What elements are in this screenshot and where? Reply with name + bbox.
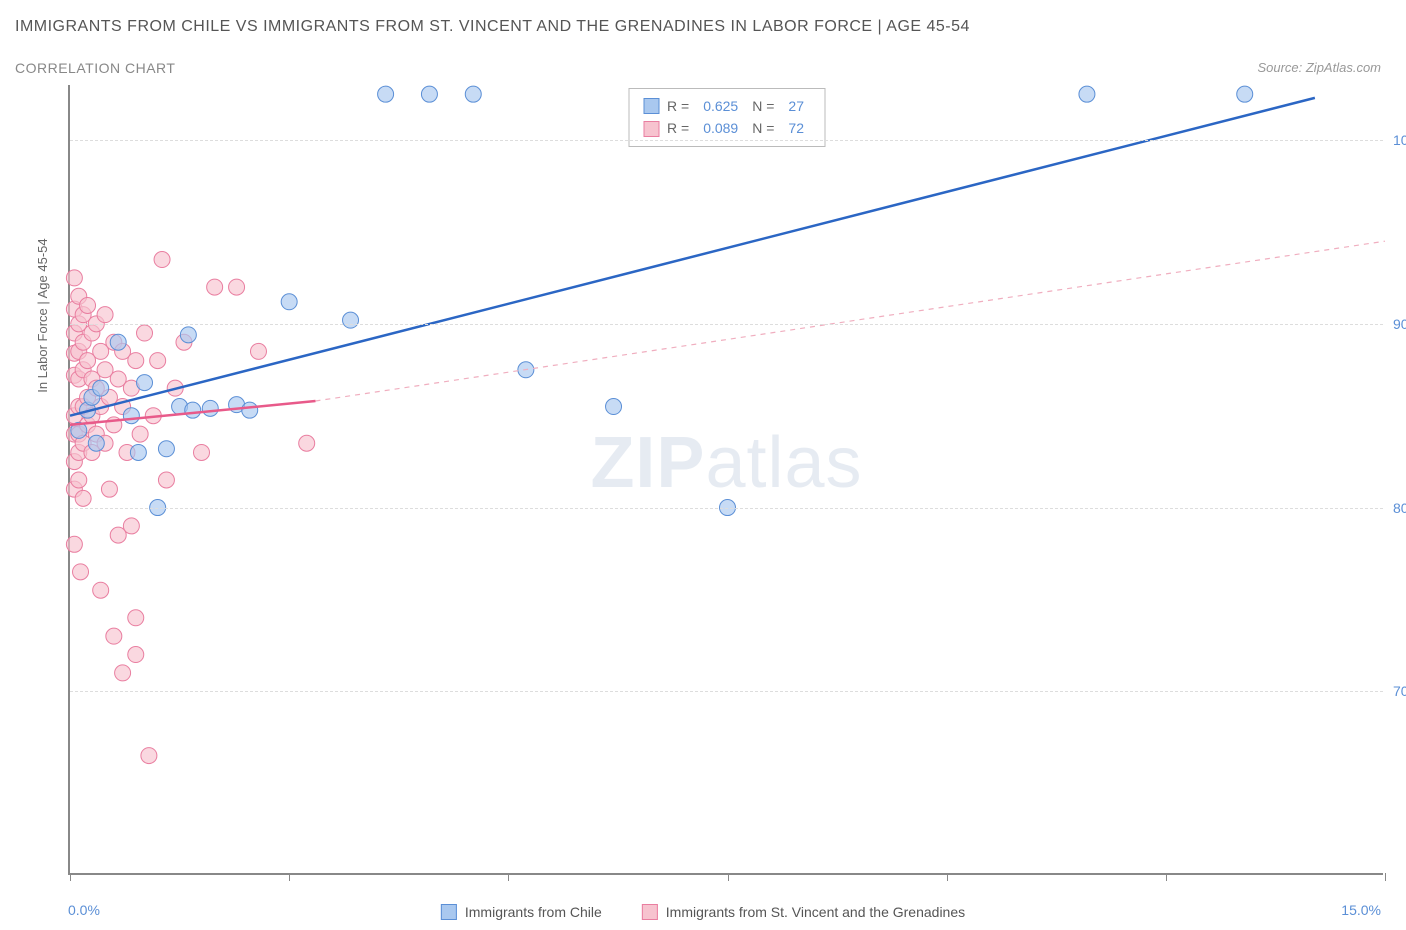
legend-row-svg: R = 0.089 N = 72 bbox=[643, 117, 810, 139]
data-point bbox=[73, 564, 89, 580]
n-value-svg: 72 bbox=[788, 117, 804, 139]
data-point bbox=[110, 334, 126, 350]
data-point bbox=[66, 270, 82, 286]
data-point bbox=[75, 490, 91, 506]
legend-label-svg: Immigrants from St. Vincent and the Gren… bbox=[666, 904, 965, 920]
data-point bbox=[128, 610, 144, 626]
legend-item-svg: Immigrants from St. Vincent and the Gren… bbox=[642, 904, 965, 920]
data-point bbox=[207, 279, 223, 295]
data-point bbox=[154, 252, 170, 268]
legend-label-chile: Immigrants from Chile bbox=[465, 904, 602, 920]
chart-subtitle: CORRELATION CHART bbox=[15, 60, 175, 76]
y-tick-label: 70.0% bbox=[1393, 683, 1406, 699]
data-point bbox=[137, 325, 153, 341]
data-point bbox=[281, 294, 297, 310]
data-point bbox=[80, 297, 96, 313]
legend-row-chile: R = 0.625 N = 27 bbox=[643, 95, 810, 117]
data-point bbox=[88, 435, 104, 451]
y-tick-label: 80.0% bbox=[1393, 500, 1406, 516]
n-label: N = bbox=[752, 95, 774, 117]
legend-item-chile: Immigrants from Chile bbox=[441, 904, 602, 920]
data-point bbox=[137, 375, 153, 391]
series-legend: Immigrants from Chile Immigrants from St… bbox=[441, 904, 965, 920]
correlation-legend: R = 0.625 N = 27 R = 0.089 N = 72 bbox=[628, 88, 825, 147]
data-point bbox=[93, 582, 109, 598]
x-axis-max-label: 15.0% bbox=[1341, 902, 1381, 918]
y-tick-label: 100.0% bbox=[1393, 132, 1406, 148]
legend-marker-svg-icon bbox=[642, 904, 658, 920]
trend-line bbox=[315, 241, 1385, 401]
data-point bbox=[97, 307, 113, 323]
data-point bbox=[115, 665, 131, 681]
x-tick bbox=[508, 873, 509, 881]
legend-marker-svg bbox=[643, 121, 659, 137]
source-attribution: Source: ZipAtlas.com bbox=[1257, 60, 1381, 75]
r-label: R = bbox=[667, 95, 689, 117]
scatter-svg bbox=[70, 85, 1383, 873]
x-tick bbox=[1166, 873, 1167, 881]
x-tick bbox=[728, 873, 729, 881]
legend-marker-chile-icon bbox=[441, 904, 457, 920]
data-point bbox=[299, 435, 315, 451]
x-tick bbox=[289, 873, 290, 881]
data-point bbox=[606, 399, 622, 415]
legend-marker-chile bbox=[643, 98, 659, 114]
data-point bbox=[150, 353, 166, 369]
data-point bbox=[93, 380, 109, 396]
data-point bbox=[123, 518, 139, 534]
x-tick bbox=[70, 873, 71, 881]
data-point bbox=[185, 402, 201, 418]
data-point bbox=[130, 444, 146, 460]
data-point bbox=[242, 402, 258, 418]
data-point bbox=[141, 748, 157, 764]
data-point bbox=[158, 441, 174, 457]
gridline bbox=[70, 691, 1383, 692]
r-label: R = bbox=[667, 117, 689, 139]
data-point bbox=[106, 628, 122, 644]
data-point bbox=[465, 86, 481, 102]
data-point bbox=[250, 343, 266, 359]
data-point bbox=[123, 408, 139, 424]
data-point bbox=[378, 86, 394, 102]
data-point bbox=[1079, 86, 1095, 102]
data-point bbox=[128, 353, 144, 369]
gridline bbox=[70, 140, 1383, 141]
data-point bbox=[194, 444, 210, 460]
chart-title: IMMIGRANTS FROM CHILE VS IMMIGRANTS FROM… bbox=[15, 18, 970, 36]
chart-plot-area: ZIPatlas R = 0.625 N = 27 R = 0.089 N = … bbox=[68, 85, 1383, 875]
data-point bbox=[180, 327, 196, 343]
data-point bbox=[128, 647, 144, 663]
data-point bbox=[66, 536, 82, 552]
r-value-svg: 0.089 bbox=[703, 117, 738, 139]
data-point bbox=[343, 312, 359, 328]
data-point bbox=[101, 481, 117, 497]
r-value-chile: 0.625 bbox=[703, 95, 738, 117]
x-tick bbox=[1385, 873, 1386, 881]
y-tick-label: 90.0% bbox=[1393, 316, 1406, 332]
n-value-chile: 27 bbox=[788, 95, 804, 117]
data-point bbox=[202, 400, 218, 416]
data-point bbox=[229, 279, 245, 295]
data-point bbox=[71, 472, 87, 488]
data-point bbox=[158, 472, 174, 488]
n-label: N = bbox=[752, 117, 774, 139]
y-axis-title: In Labor Force | Age 45-54 bbox=[35, 238, 50, 392]
gridline bbox=[70, 508, 1383, 509]
data-point bbox=[132, 426, 148, 442]
x-tick bbox=[947, 873, 948, 881]
data-point bbox=[421, 86, 437, 102]
gridline bbox=[70, 324, 1383, 325]
data-point bbox=[1237, 86, 1253, 102]
x-axis-min-label: 0.0% bbox=[68, 902, 100, 918]
